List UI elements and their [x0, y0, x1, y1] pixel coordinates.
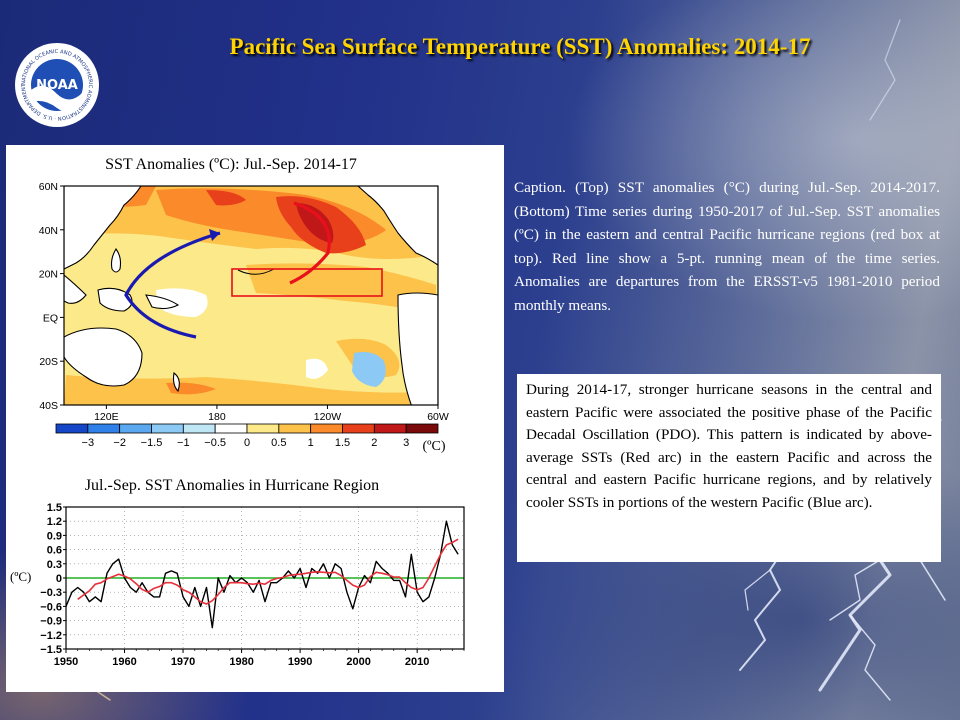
timeseries-panel: Jul.-Sep. SST Anomalies in Hurricane Reg… [6, 465, 504, 692]
annual-anomaly-line [65, 520, 459, 629]
colorbar-segment [278, 423, 312, 434]
ts-y-label: 0 [56, 573, 62, 585]
caption-text: Caption. (Top) SST anomalies (°C) during… [514, 179, 940, 314]
colorbar-label: 0 [244, 437, 250, 449]
noaa-logo: NATIONAL OCEANIC AND ATMOSPHERIC ADMINIS… [14, 42, 99, 127]
colorbar: −3 −2 −1.5 −1 −0.5 0 0.5 1 1.5 2 3 [55, 423, 439, 449]
ts-y-label: −0.9 [40, 616, 62, 628]
blue-arc [124, 231, 221, 339]
hurricane-region-box [231, 268, 383, 297]
ts-x-label: 1980 [229, 656, 253, 668]
colorbar-label: −3 [82, 437, 95, 449]
colorbar-label: 1.5 [335, 437, 350, 449]
colorbar-label: −0.5 [204, 437, 226, 449]
colorbar-segment [310, 423, 343, 434]
map-lon-label: 120W [314, 411, 342, 423]
colorbar-segment [182, 423, 216, 434]
ts-plot-frame [65, 506, 465, 650]
map-frame [63, 185, 439, 406]
map-lon-label: 180 [208, 411, 226, 423]
map-lon-label: 60W [427, 411, 449, 423]
colorbar-label: 0.5 [271, 437, 286, 449]
ts-x-label: 1960 [112, 656, 136, 668]
red-arc [289, 201, 331, 285]
ts-x-label: 1970 [171, 656, 195, 668]
colorbar-segment [214, 423, 248, 434]
map-lat-ticks: 60N 40N 20N EQ 20S 40S [39, 181, 64, 412]
ts-x-label: 1990 [288, 656, 312, 668]
colorbar-label: −2 [113, 437, 126, 449]
colorbar-segment [405, 423, 439, 434]
ts-x-label: 2000 [346, 656, 370, 668]
ts-y-label: 0.6 [47, 545, 62, 557]
map-lat-label: 40N [39, 225, 58, 237]
colorbar-segment [87, 423, 121, 434]
map-lat-label: 40S [39, 400, 58, 412]
colorbar-label: 3 [403, 437, 409, 449]
map-lat-label: 20N [39, 269, 58, 281]
timeseries-chart: Jul.-Sep. SST Anomalies in Hurricane Reg… [10, 477, 465, 668]
colorbar-segment [342, 423, 375, 434]
svg-text:NOAA: NOAA [36, 78, 78, 93]
map-lat-label: EQ [43, 312, 58, 324]
colorbar-segment [373, 423, 407, 434]
slide-title: Pacific Sea Surface Temperature (SST) An… [229, 34, 811, 59]
colorbar-segment [55, 423, 89, 434]
ts-y-label: 1.2 [47, 516, 62, 528]
timeseries-plot-area: 1.5 1.2 0.9 0.6 0.3 0 −0.3 −0.6 −0.9 −1.2 −1.51950… [40, 502, 465, 668]
colorbar-segment [119, 423, 152, 434]
ts-y-label: −0.6 [40, 601, 62, 613]
colorbar-unit-label: (ºC) [422, 439, 445, 454]
ts-x-label: 2010 [405, 656, 429, 668]
map-lat-label: 20S [39, 356, 58, 368]
ts-y-label: −1.2 [40, 630, 62, 642]
sst-map-figure: SST Anomalies (ºC): Jul.-Sep. 2014-17 [39, 156, 449, 454]
timeseries-title: Jul.-Sep. SST Anomalies in Hurricane Reg… [85, 477, 379, 494]
ts-x-label: 1950 [54, 656, 78, 668]
ts-y-label: −1.5 [40, 644, 62, 656]
ts-y-label: 0.9 [47, 530, 62, 542]
map-lon-label: 120E [94, 411, 119, 423]
running-mean-line [77, 538, 459, 605]
timeseries-ylabel: (ºC) [10, 569, 31, 584]
ts-y-label: −0.3 [40, 587, 62, 599]
ts-y-label: 1.5 [47, 502, 62, 514]
colorbar-label: 2 [371, 437, 377, 449]
summary-text: During 2014-17, stronger hurricane seaso… [526, 381, 932, 511]
summary-box: During 2014-17, stronger hurricane seaso… [517, 374, 941, 562]
colorbar-label: −1.5 [141, 437, 163, 449]
map-lat-label: 60N [39, 181, 58, 193]
sst-map-panel: SST Anomalies (ºC): Jul.-Sep. 2014-17 [6, 145, 504, 465]
sst-anomaly-field [64, 186, 438, 405]
map-title: SST Anomalies (ºC): Jul.-Sep. 2014-17 [105, 156, 357, 173]
ts-y-label: 0.3 [47, 559, 62, 571]
colorbar-label: −1 [177, 437, 190, 449]
map-lon-ticks: 120E 180 120W 60W [94, 405, 449, 423]
colorbar-segment [151, 423, 184, 434]
colorbar-label: 1 [308, 437, 314, 449]
colorbar-segment [246, 423, 280, 434]
